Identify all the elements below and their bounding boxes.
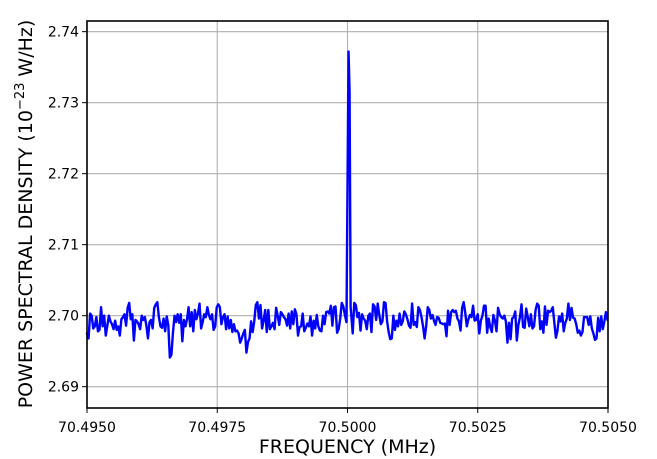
y-axis-label-main: POWER SPECTRAL DENSITY (10 [15,110,37,408]
x-tick-label: 70.5050 [579,420,637,436]
x-tick-label: 70.4950 [58,420,116,436]
y-tick-label: 2.74 [48,25,79,41]
x-tick-label: 70.4975 [188,420,246,436]
tick-marks [82,31,609,413]
y-tick-labels: 2.69 2.70 2.71 2.72 2.73 2.74 [48,25,79,396]
x-tick-label: 70.5025 [449,420,507,436]
x-tick-labels: 70.4950 70.4975 70.5000 70.5025 70.5050 [58,420,637,436]
y-tick-label: 2.69 [48,380,79,396]
y-tick-label: 2.70 [48,309,79,325]
y-axis-label-exponent: −23 [13,83,28,110]
y-axis-label: POWER SPECTRAL DENSITY (10−23 W/Hz) [13,20,37,409]
y-axis-label-unit: W/Hz) [15,20,37,83]
x-axis-label: FREQUENCY (MHz) [259,436,436,458]
y-tick-label: 2.73 [48,96,79,112]
x-tick-label: 70.5000 [319,420,377,436]
plot-frame [86,20,609,409]
y-tick-label: 2.71 [48,238,79,254]
y-tick-label: 2.72 [48,167,79,183]
psd-series-line [85,50,609,359]
